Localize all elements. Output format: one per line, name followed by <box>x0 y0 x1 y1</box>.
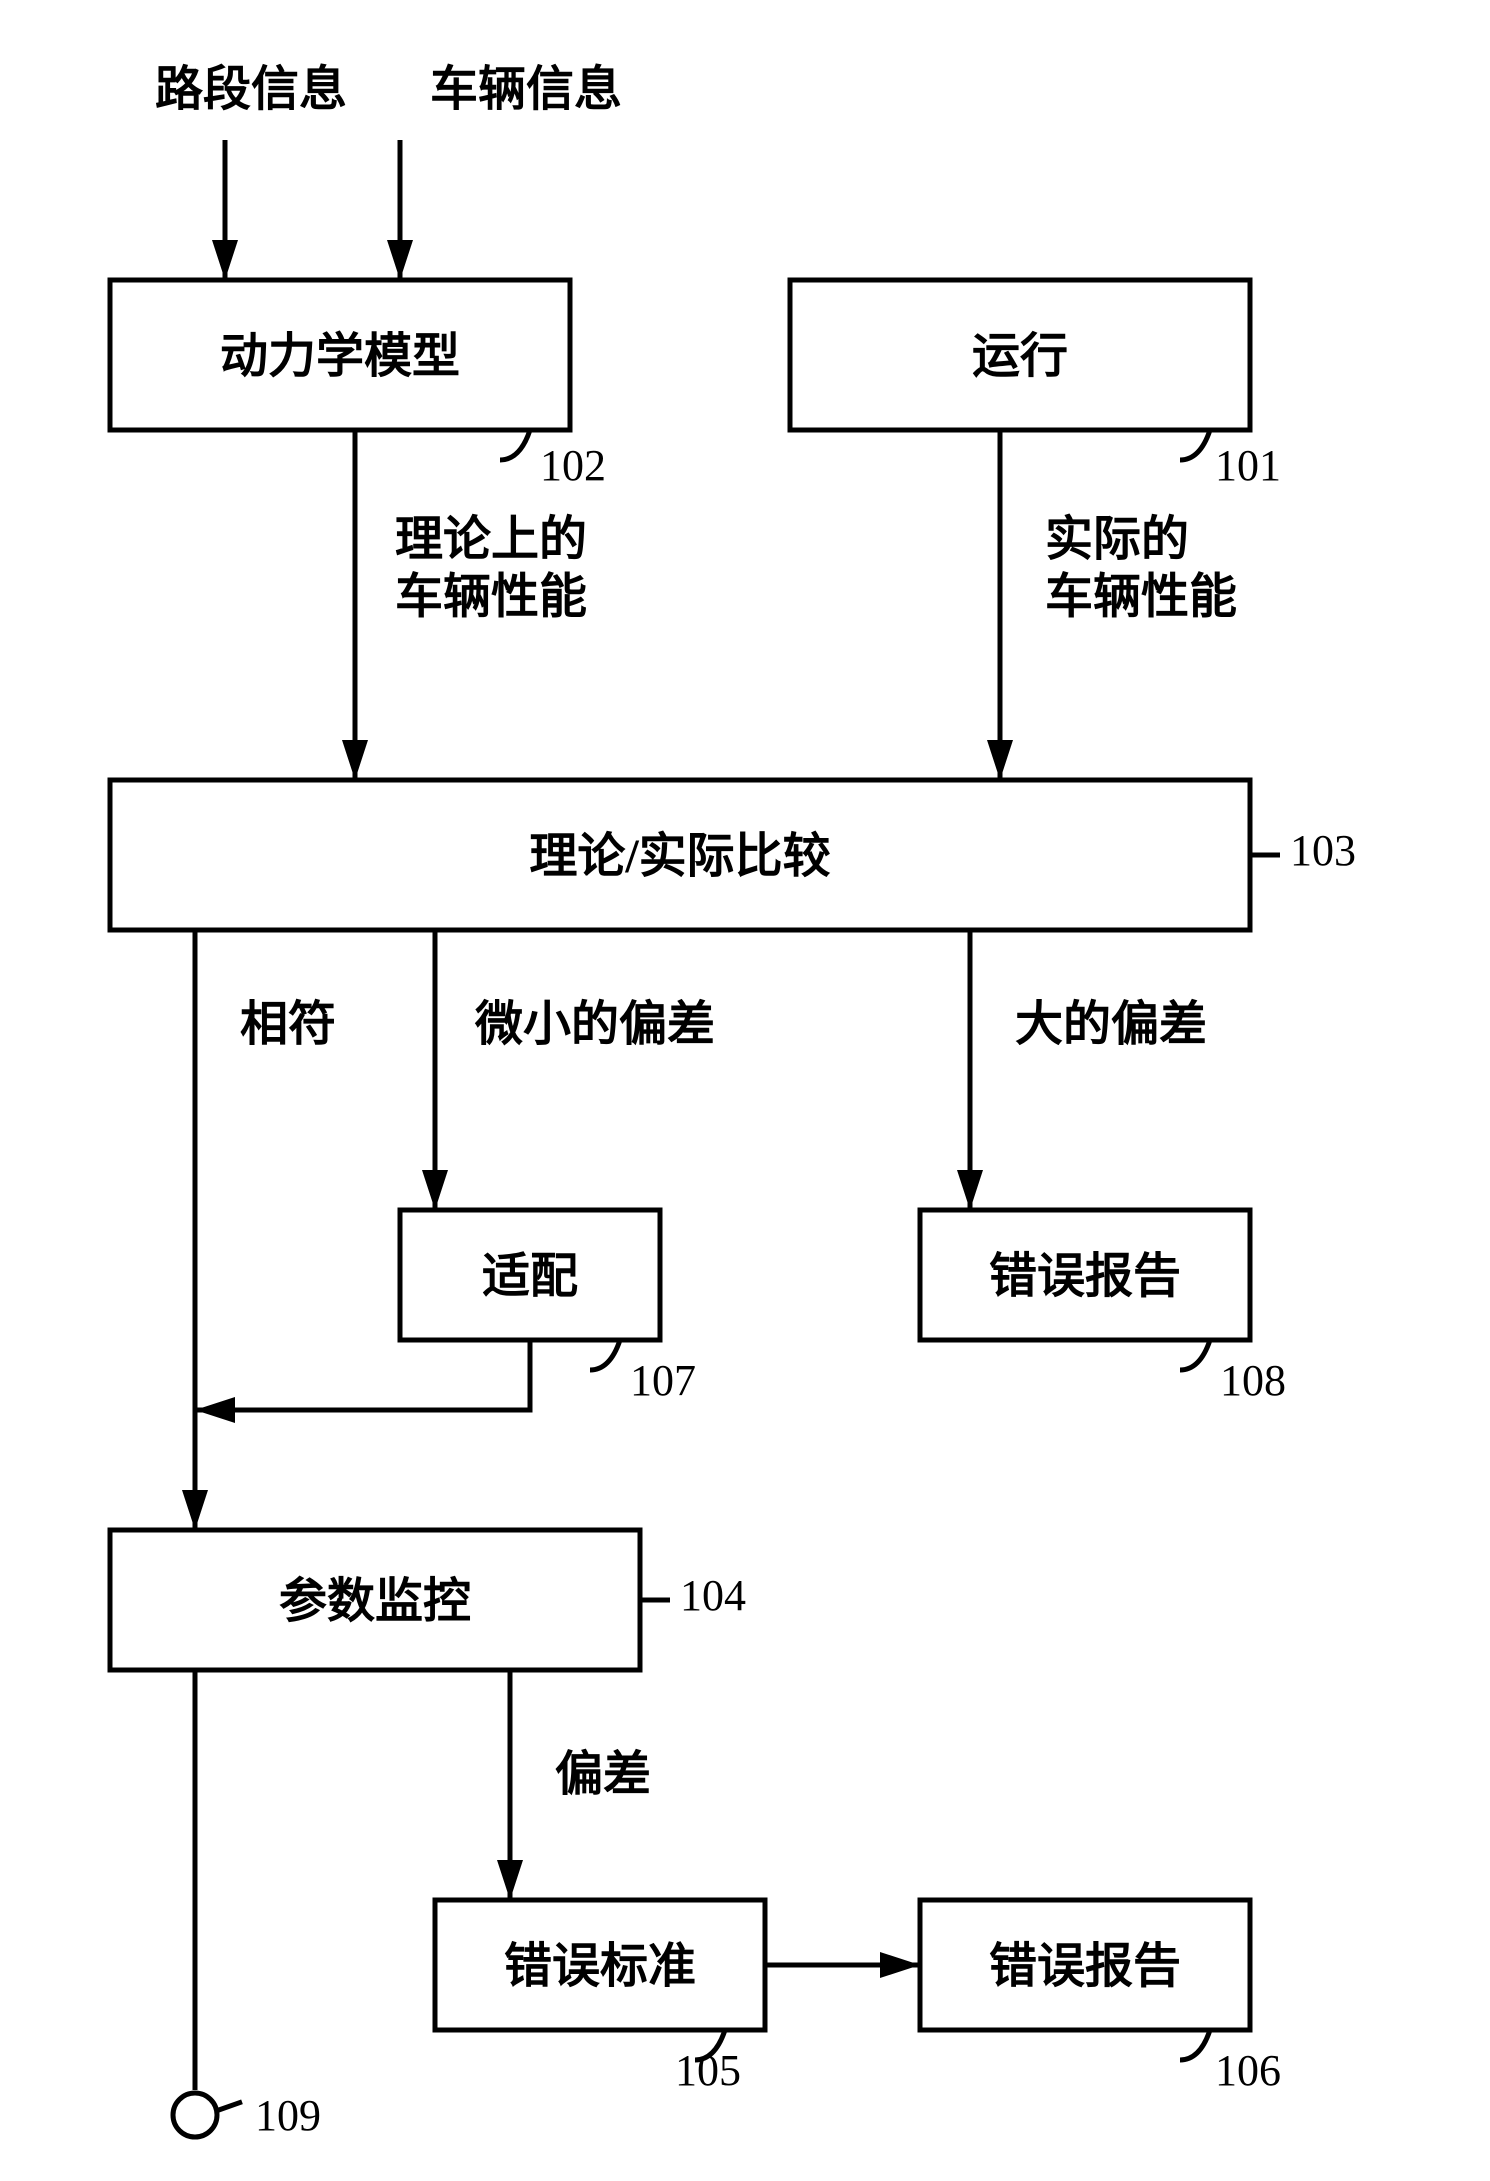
svg-text:105: 105 <box>675 2046 741 2095</box>
svg-text:107: 107 <box>630 1356 696 1405</box>
svg-text:108: 108 <box>1220 1356 1286 1405</box>
svg-text:实际的车辆性能: 实际的车辆性能 <box>1045 513 1237 624</box>
svg-text:错误报告: 错误报告 <box>989 1250 1181 1303</box>
svg-text:运行: 运行 <box>972 330 1068 383</box>
node-n106: 错误报告 106 <box>920 1900 1281 2095</box>
node-n107: 适配 107 <box>400 1210 696 1405</box>
edge-e_104_105: 偏差 <box>510 1670 651 1900</box>
edge-e_in2: 车辆信息 <box>400 63 622 280</box>
svg-text:车辆信息: 车辆信息 <box>430 63 622 116</box>
edge-e_103_108: 大的偏差 <box>970 930 1207 1210</box>
svg-text:路段信息: 路段信息 <box>155 63 347 116</box>
svg-text:106: 106 <box>1215 2046 1281 2095</box>
svg-text:103: 103 <box>1290 826 1356 875</box>
svg-text:微小的偏差: 微小的偏差 <box>474 998 715 1051</box>
svg-text:动力学模型: 动力学模型 <box>220 330 460 383</box>
svg-text:错误标准: 错误标准 <box>504 1940 696 1993</box>
node-n101: 运行 101 <box>790 280 1281 490</box>
svg-text:参数监控: 参数监控 <box>279 1575 471 1628</box>
terminal-109: 109 <box>173 2091 321 2140</box>
svg-text:偏差: 偏差 <box>555 1748 651 1801</box>
edge-e_103_107: 微小的偏差 <box>435 930 715 1210</box>
svg-text:102: 102 <box>540 441 606 490</box>
node-n102: 动力学模型 102 <box>110 280 606 490</box>
svg-text:大的偏差: 大的偏差 <box>1015 998 1207 1051</box>
node-n108: 错误报告 108 <box>920 1210 1286 1405</box>
svg-text:错误报告: 错误报告 <box>989 1940 1181 1993</box>
edge-e_107_merge <box>195 1340 530 1410</box>
svg-text:相符: 相符 <box>240 998 336 1051</box>
svg-text:理论/实际比较: 理论/实际比较 <box>529 830 830 883</box>
svg-text:109: 109 <box>255 2091 321 2140</box>
edge-e_in1: 路段信息 <box>155 63 347 280</box>
node-n104: 参数监控 104 <box>110 1530 746 1670</box>
svg-text:理论上的车辆性能: 理论上的车辆性能 <box>395 513 587 624</box>
svg-text:适配: 适配 <box>482 1250 578 1303</box>
edge-e_101_103: 实际的车辆性能 <box>1000 430 1237 780</box>
node-n103: 理论/实际比较 103 <box>110 780 1356 930</box>
node-n105: 错误标准 105 <box>435 1900 765 2095</box>
flowchart-canvas: 动力学模型 102 运行 101 理论/实际比较 103 适配 107 错误报告 108 参数监控 1… <box>0 0 1490 2181</box>
edge-e_103_left: 相符 <box>195 930 336 1410</box>
svg-text:104: 104 <box>680 1571 746 1620</box>
svg-text:101: 101 <box>1215 441 1281 490</box>
